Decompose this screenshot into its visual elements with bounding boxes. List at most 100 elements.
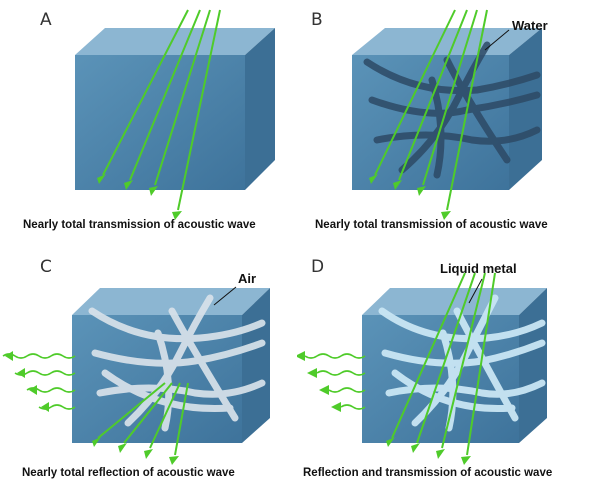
- block-side-face: [245, 28, 275, 190]
- callout-leader-line: [484, 29, 510, 51]
- arrowhead: [297, 351, 305, 361]
- air-tube: [154, 329, 173, 432]
- reflected-wave-line: [340, 404, 366, 410]
- arrowhead: [441, 211, 451, 220]
- wave-line: [374, 9, 456, 176]
- block-top-face: [75, 28, 275, 55]
- arrowhead: [92, 437, 101, 447]
- block-diagram-a: [75, 9, 275, 220]
- metal-tube: [378, 307, 546, 343]
- air-tube: [101, 369, 234, 413]
- arrowhead: [41, 402, 49, 412]
- wave-line: [391, 272, 466, 439]
- callout-leader-line: [468, 278, 483, 304]
- air-tube: [88, 307, 266, 343]
- arrowhead: [172, 211, 182, 220]
- callout-label-water: Water: [512, 18, 548, 33]
- wave-line: [422, 9, 478, 186]
- acoustic-wave-group: [391, 272, 496, 456]
- block-diagram-d: [297, 272, 547, 465]
- reflected-wave-line: [304, 353, 366, 359]
- acoustic-wave-group: [374, 9, 488, 211]
- reflected-wave-line: [328, 387, 366, 393]
- arrowhead: [461, 456, 471, 465]
- block-diagram-b: [352, 9, 542, 220]
- reflected-wave-line: [316, 370, 366, 376]
- arrowhead: [393, 180, 402, 190]
- block-side-face: [242, 288, 270, 443]
- panel-b: B Water Nearly total transmission of aco…: [297, 0, 594, 243]
- reflected-wave-group: [2, 353, 76, 410]
- panel-caption: Nearly total transmission of acoustic wa…: [23, 219, 256, 231]
- block-diagram-c: [2, 286, 270, 465]
- wave-arrowheads: [97, 174, 182, 220]
- metal-tube: [439, 329, 457, 432]
- reflected-wave-arrowheads: [297, 351, 341, 412]
- wave-line: [149, 382, 181, 449]
- metal-tube: [411, 294, 499, 427]
- arrowhead: [149, 186, 158, 196]
- wave-line: [102, 9, 189, 176]
- air-tube: [124, 294, 214, 427]
- arrowhead: [17, 368, 25, 378]
- callout-label-air: Air: [238, 271, 257, 286]
- panel-letter: A: [40, 10, 52, 30]
- panel-c: C Air Nearly total reflection of acousti…: [0, 243, 297, 486]
- arrowhead: [436, 449, 445, 459]
- wave-line: [446, 9, 488, 211]
- acoustic-wave-group: [97, 382, 189, 456]
- arrowhead: [417, 186, 426, 196]
- panel-caption: Nearly total transmission of acoustic wa…: [315, 219, 548, 231]
- wave-line: [123, 382, 173, 444]
- block-top-face: [72, 288, 270, 315]
- arrowhead: [124, 180, 133, 190]
- water-tube: [373, 126, 541, 145]
- panel-d: D Liquid metal Reflection and transmissi…: [297, 243, 594, 486]
- wave-arrowheads: [369, 174, 451, 220]
- metal-tube: [391, 369, 516, 413]
- acoustic-wave-group: [102, 9, 221, 211]
- air-tube: [91, 339, 266, 367]
- air-tubes: [88, 294, 266, 432]
- wave-line: [441, 272, 486, 449]
- callout-label-liquid-metal: Liquid metal: [440, 261, 517, 276]
- arrowhead: [307, 368, 317, 378]
- water-tube: [443, 56, 511, 164]
- arrowhead: [369, 174, 378, 184]
- panel-letter: D: [311, 257, 325, 277]
- block-top-face: [362, 288, 547, 315]
- arrowhead: [97, 174, 106, 184]
- callout-leader-line: [213, 286, 237, 306]
- arrowhead: [411, 443, 420, 453]
- reflected-wave-line: [14, 370, 76, 376]
- reflected-wave-line: [2, 353, 76, 359]
- reflected-wave-group: [304, 353, 366, 410]
- wave-line: [154, 9, 211, 186]
- arrowhead: [5, 351, 13, 361]
- wave-line: [398, 9, 468, 181]
- wave-line: [97, 382, 166, 439]
- panel-a: A Nearly total transmission of acoustic …: [0, 0, 297, 243]
- wave-arrowheads: [92, 437, 179, 465]
- wave-line: [466, 272, 496, 456]
- arrowhead: [118, 443, 127, 453]
- wave-line: [177, 9, 221, 211]
- wave-line: [129, 9, 201, 181]
- panel-caption: Reflection and transmission of acoustic …: [303, 467, 553, 479]
- arrowhead: [144, 449, 153, 459]
- block-side-face: [509, 28, 542, 190]
- panel-letter: C: [40, 257, 52, 277]
- panel-caption: Nearly total reflection of acoustic wave: [22, 467, 235, 479]
- arrowhead: [29, 385, 37, 395]
- panel-letter: B: [311, 10, 323, 30]
- block-top-face: [352, 28, 542, 55]
- arrowhead: [169, 456, 179, 465]
- arrowhead: [331, 402, 341, 412]
- block-side-face: [519, 288, 547, 443]
- arrowhead: [319, 385, 329, 395]
- reflected-wave-arrowheads: [5, 351, 49, 412]
- air-tube: [168, 307, 239, 422]
- arrowhead: [386, 437, 395, 447]
- wave-arrowheads: [386, 437, 471, 465]
- wave-line: [174, 382, 189, 456]
